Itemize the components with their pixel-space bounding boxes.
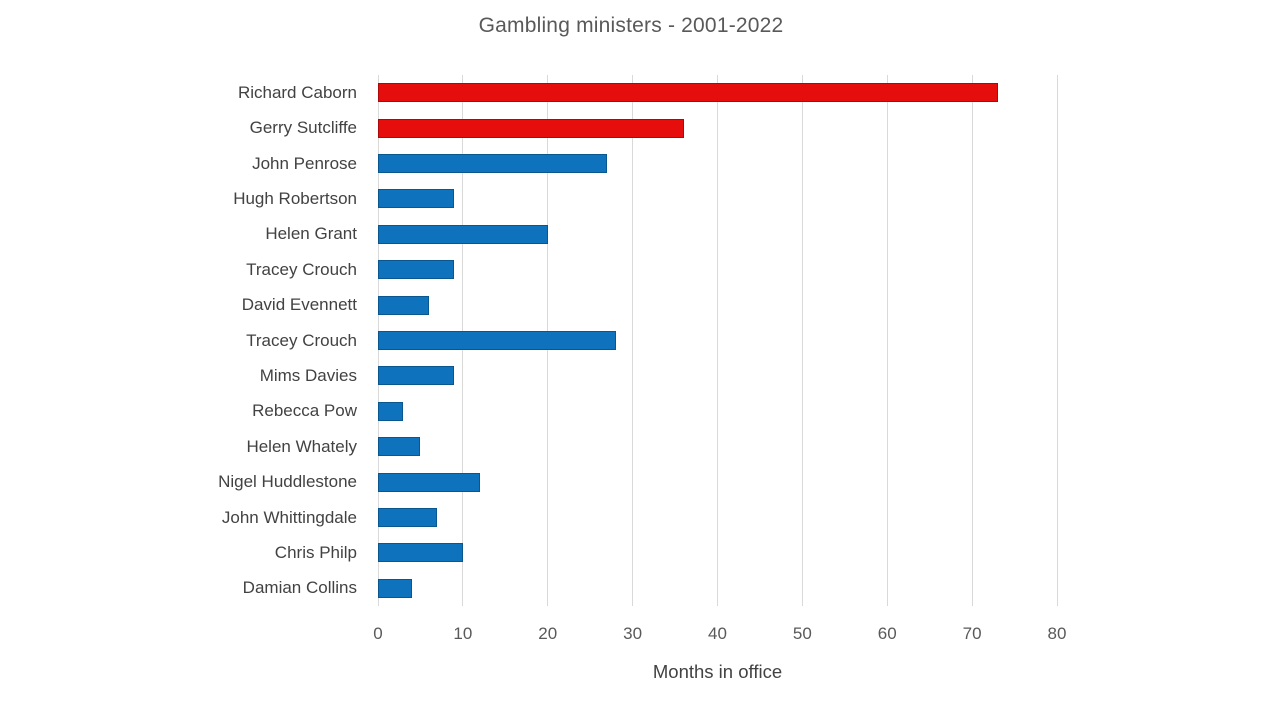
bar-damian-collins [378, 578, 412, 598]
bar-helen-grant [378, 224, 548, 244]
bar-row: Mims Davies [0, 358, 1057, 393]
bar-row: Nigel Huddlestone [0, 464, 1057, 499]
bar-richard-caborn [378, 83, 998, 103]
bar-row: David Evennett [0, 287, 1057, 322]
x-tick-label: 80 [1047, 624, 1067, 643]
bar-track [378, 464, 1057, 499]
bar-nigel-huddlestone [378, 472, 480, 492]
bar-row: John Whittingdale [0, 500, 1057, 535]
category-label: Helen Whately [246, 436, 357, 456]
bar-track [378, 110, 1057, 145]
bar-row: Helen Whately [0, 429, 1057, 464]
category-label: Nigel Huddlestone [218, 472, 357, 492]
bar-hugh-robertson [378, 189, 455, 209]
bar-rebecca-pow [378, 401, 404, 421]
category-label: Helen Grant [265, 224, 357, 244]
bar-chris-philp [378, 543, 463, 563]
bar-tracey-crouch [378, 260, 455, 280]
bar-gerry-sutcliffe [378, 118, 684, 138]
chart-title: Gambling ministers - 2001-2022 [478, 14, 784, 37]
gridline-40 [717, 75, 718, 606]
x-tick-label: 0 [373, 624, 383, 643]
category-label: Rebecca Pow [252, 401, 357, 421]
category-label: John Penrose [252, 153, 357, 173]
bar-mims-davies [378, 366, 455, 386]
gridline-60 [886, 75, 888, 606]
bar-david-evennett [378, 295, 429, 315]
bar-row: Rebecca Pow [0, 394, 1057, 429]
category-label: Tracey Crouch [246, 259, 357, 279]
category-label: Chris Philp [274, 542, 357, 562]
bar-track [378, 252, 1057, 287]
category-label: David Evennett [241, 295, 357, 315]
bar-row: Hugh Robertson [0, 181, 1057, 216]
x-tick-label: 30 [623, 624, 643, 643]
bar-track [378, 358, 1057, 393]
x-tick-label: 40 [708, 624, 727, 643]
bar-row: Chris Philp [0, 535, 1057, 570]
bar-track [378, 500, 1057, 535]
bar-track [378, 323, 1057, 358]
bar-tracey-crouch [378, 331, 616, 351]
gridline-80 [1056, 75, 1058, 606]
bar-track [378, 394, 1057, 429]
category-label: Damian Collins [242, 578, 357, 598]
category-label: Richard Caborn [237, 82, 357, 102]
x-tick-label: 60 [877, 624, 897, 643]
bar-track [378, 535, 1057, 570]
gridline-50 [801, 75, 803, 606]
category-label: John Whittingdale [221, 507, 357, 527]
bar-row: Tracey Crouch [0, 252, 1057, 287]
bar-row: Gerry Sutcliffe [0, 110, 1057, 145]
category-label: Mims Davies [259, 365, 357, 385]
x-axis-title: Months in office [652, 661, 783, 682]
bar-track [378, 287, 1057, 322]
bar-track [378, 429, 1057, 464]
bar-rows: Richard Caborn Gerry Sutcliffe John Penros… [0, 75, 1057, 606]
bar-john-penrose [378, 154, 608, 174]
bar-track [378, 217, 1057, 252]
x-tick-label: 70 [962, 624, 982, 643]
gridline-70 [971, 75, 973, 606]
x-tick-label: 50 [792, 624, 812, 643]
bar-track [378, 181, 1057, 216]
gridline-30 [632, 75, 634, 606]
category-label: Gerry Sutcliffe [249, 118, 357, 138]
bar-row: Tracey Crouch [0, 323, 1057, 358]
bar-helen-whately [378, 437, 421, 457]
x-tick-label: 20 [538, 624, 558, 643]
bar-row: Richard Caborn [0, 75, 1057, 110]
x-tick-label: 10 [453, 624, 473, 643]
bar-track [378, 146, 1057, 181]
bar-john-whittingdale [378, 508, 438, 528]
bar-track [378, 75, 1057, 110]
bar-row: John Penrose [0, 146, 1057, 181]
bar-row: Damian Collins [0, 571, 1057, 606]
category-label: Tracey Crouch [246, 330, 357, 350]
category-label: Hugh Robertson [233, 188, 357, 208]
bar-row: Helen Grant [0, 217, 1057, 252]
bar-track [378, 571, 1057, 606]
